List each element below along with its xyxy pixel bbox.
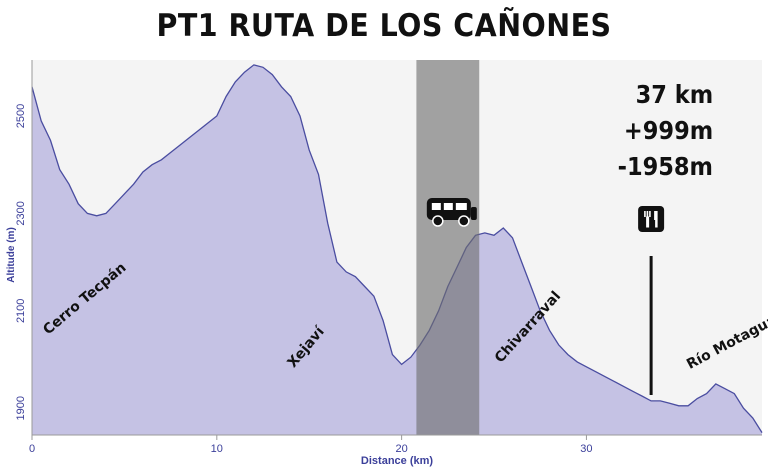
elevation-line [31,64,763,433]
van-icon [426,198,477,227]
x-ticks: 0 10 20 30 [29,435,593,455]
y-ticks: 1900 2100 2300 2500 [15,104,27,421]
fork-knife-icon [638,206,665,232]
transport-band [416,60,480,435]
x-tick-label: 10 [211,443,223,455]
stat-descent: -1958m [617,152,713,181]
elevation-area [32,64,762,436]
x-axis-label: Distance (km) [361,455,433,467]
page-title: PT1 RUTA DE LOS CAÑONES [156,8,612,44]
stat-distance: 37 km [635,80,713,109]
y-tick-label: 1900 [15,396,27,420]
x-tick-label: 30 [580,443,592,455]
y-axis-label: Altitude (m) [6,227,17,283]
x-tick-label: 0 [29,443,35,455]
x-tick-label: 20 [395,443,407,455]
y-tick-label: 2300 [15,201,27,225]
stat-ascent: +999m [623,116,713,145]
y-tick-label: 2100 [15,299,27,323]
y-tick-label: 2500 [15,104,27,128]
